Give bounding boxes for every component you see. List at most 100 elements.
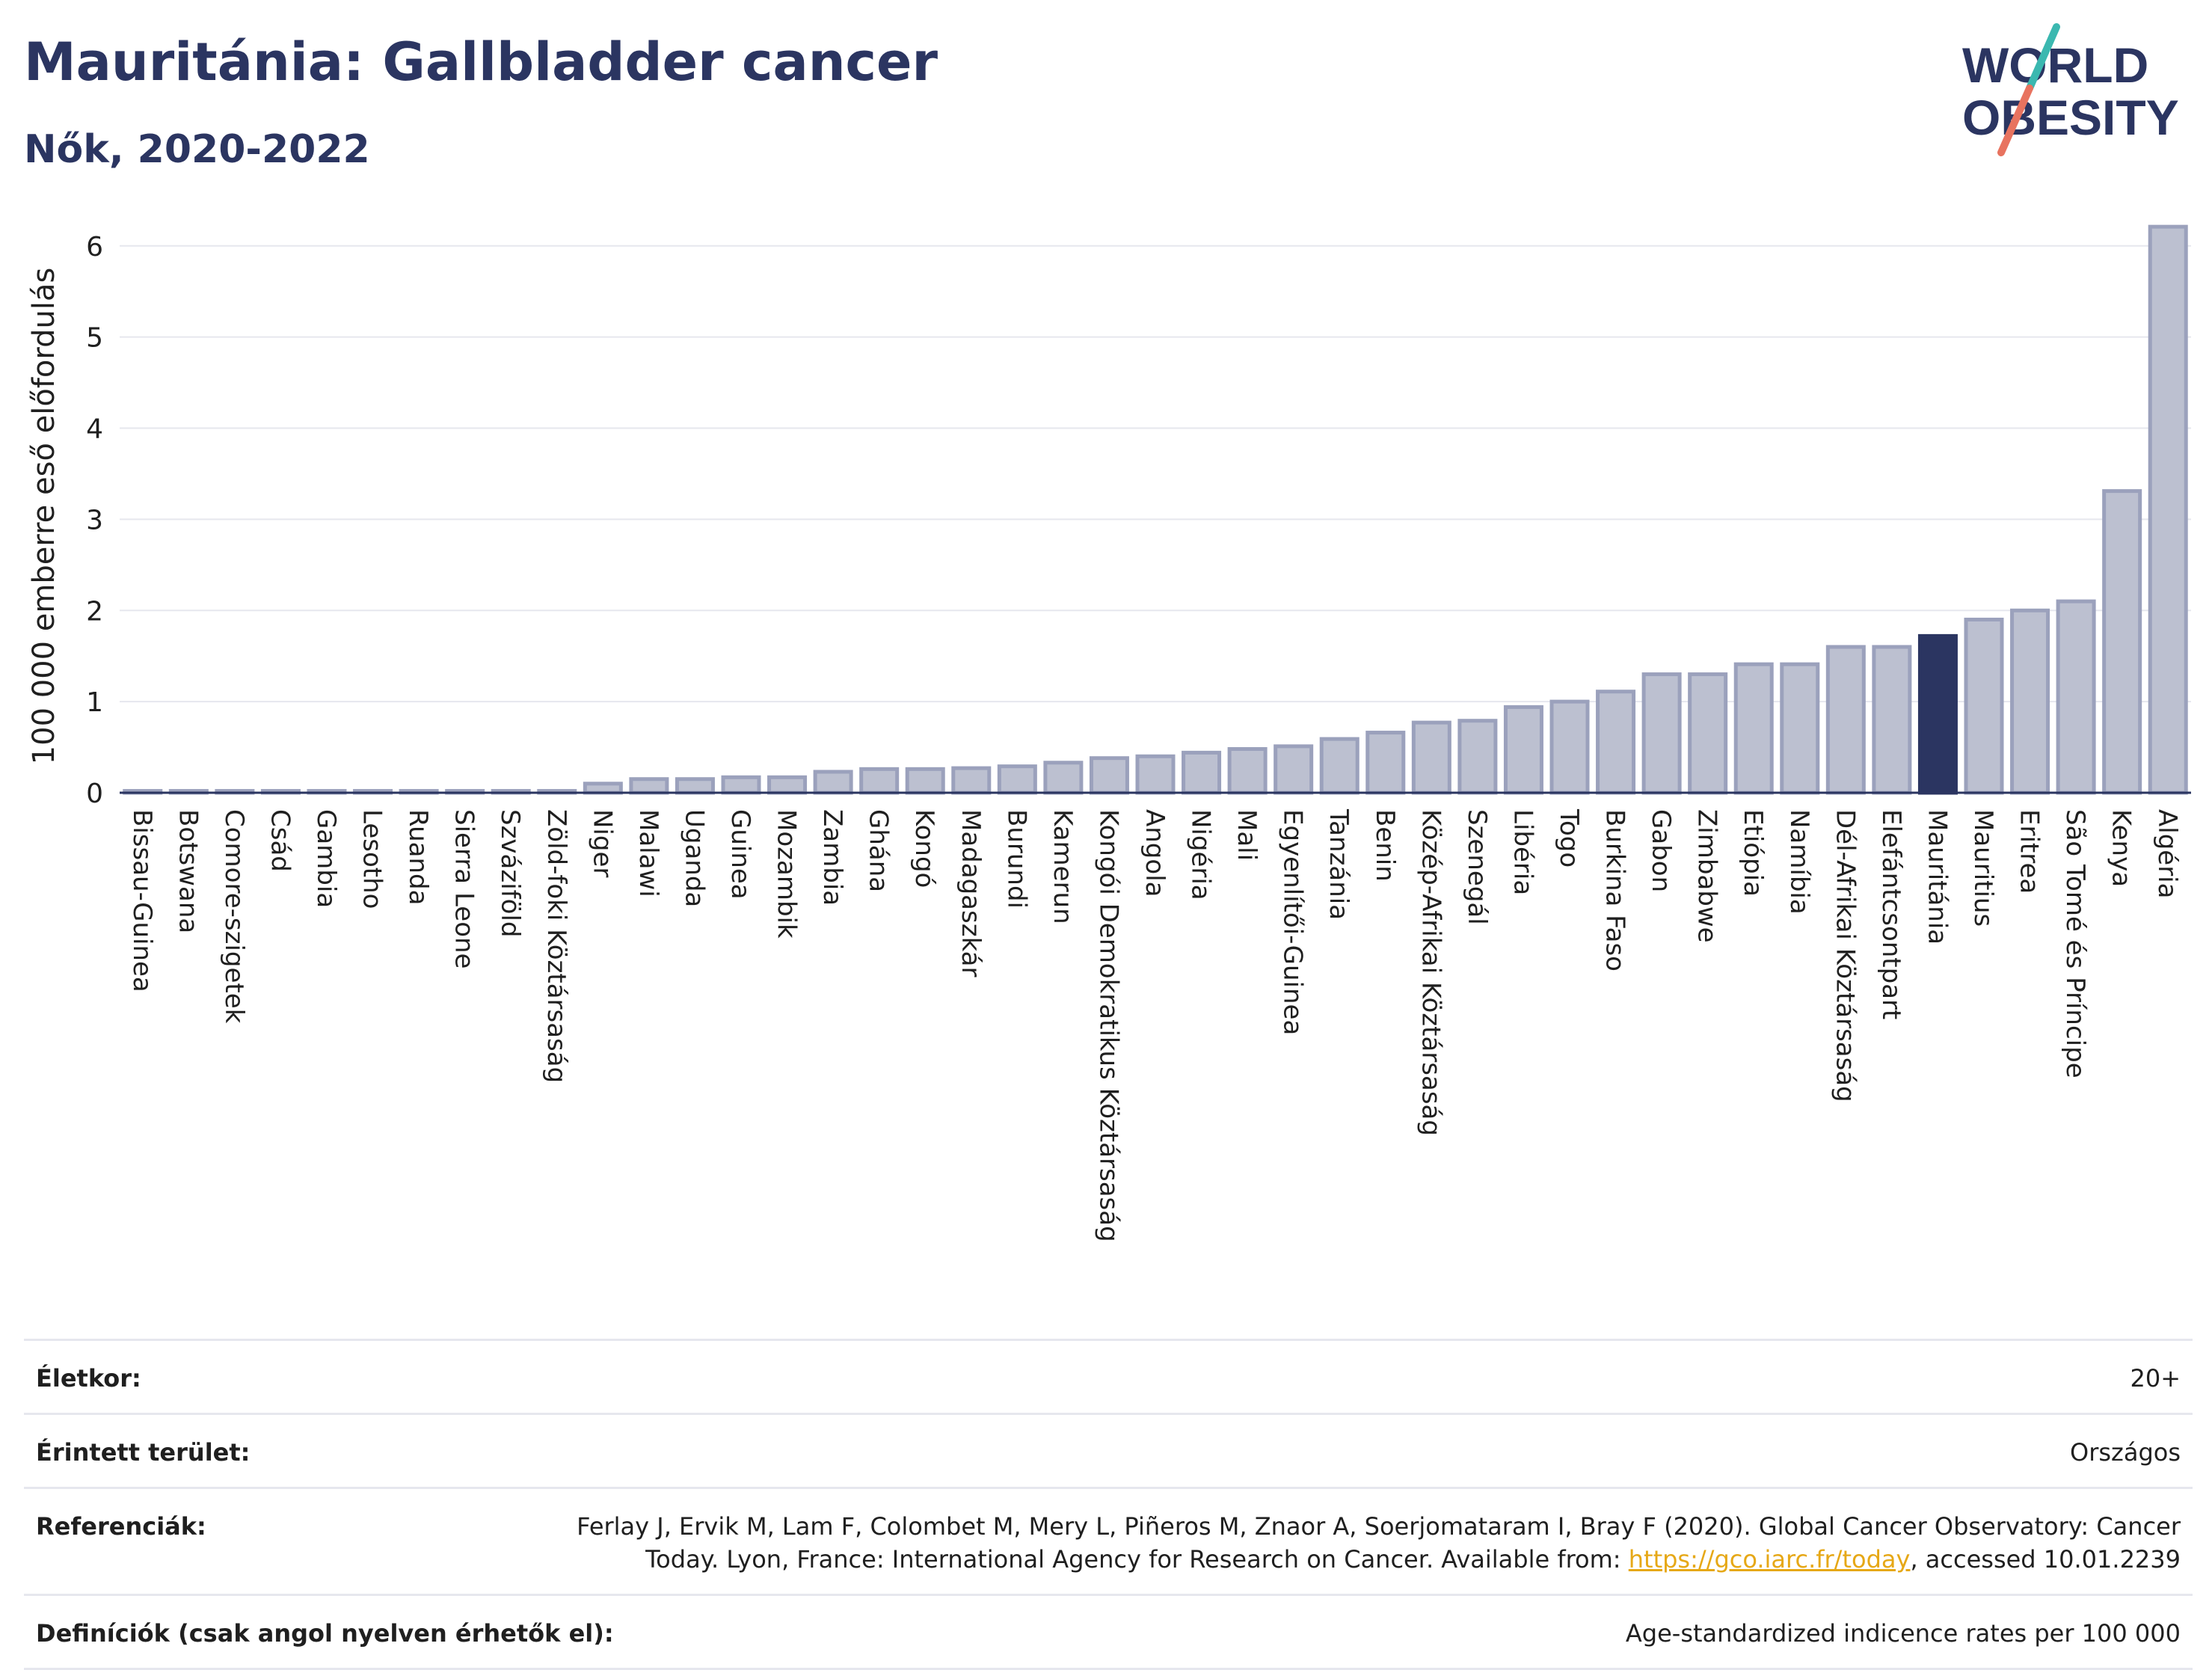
bar-benin: [1365, 731, 1406, 795]
bar-maurit-nia: [1917, 633, 1958, 795]
x-tick-label: Etiópia: [1738, 809, 1768, 897]
bar-eritrea: [2010, 608, 2050, 795]
x-tick-label: Kenya: [2107, 809, 2136, 887]
x-tick-label: Angola: [1140, 809, 1170, 897]
bar-zimbabwe: [1688, 672, 1728, 795]
x-tick-label: Benin: [1370, 809, 1400, 882]
bar-nig-ria: [1182, 750, 1222, 795]
meta-row-age: Életkor: 20+: [24, 1339, 2193, 1413]
meta-age-label: Életkor:: [36, 1364, 141, 1393]
meta-age-value: 20+: [2130, 1364, 2181, 1393]
bar-s-o-tom-s-pr-ncipe: [2056, 599, 2096, 795]
ref-text-line1: Ferlay J, Ervik M, Lam F, Colombet M, Me…: [577, 1512, 2181, 1541]
x-tick-label: Egyenlítői-Guinea: [1278, 809, 1308, 1035]
x-tick-label: Zimbabwe: [1692, 809, 1722, 943]
bar-zambia: [813, 770, 853, 795]
ref-text-line3: , accessed 10.01.2239: [1910, 1545, 2181, 1574]
x-tick-label: Madagaszkár: [956, 809, 986, 977]
bar-kong-: [905, 767, 945, 795]
bar-madagaszk-r: [951, 766, 992, 795]
x-tick-label: Libéria: [1508, 809, 1537, 895]
x-tick-label: Mali: [1232, 809, 1262, 861]
bar-mali: [1227, 747, 1268, 795]
bar-malawi: [629, 777, 669, 795]
bar-kamerun: [1043, 761, 1084, 795]
bar-tanz-nia: [1319, 737, 1360, 795]
y-axis-label: 100 000 emberre eső előfordulás: [27, 268, 61, 765]
ref-link[interactable]: https://gco.iarc.fr/today: [1628, 1545, 1911, 1574]
x-tick-label: Namíbia: [1784, 809, 1814, 915]
x-tick-label: Dél-Afrikai Köztársaság: [1830, 809, 1860, 1102]
world-obesity-logo: WORLD OBESITY: [1962, 23, 2179, 156]
x-tick-label: Tanzánia: [1324, 808, 1354, 920]
bar-kong-i-demokratikus-k-zt-rsas-g: [1089, 756, 1129, 795]
chart-gridlines: [120, 245, 2191, 703]
page-title: Mauritánia: Gallbladder cancer: [24, 31, 938, 93]
x-tick-label: Kongói Demokratikus Köztársaság: [1093, 809, 1123, 1242]
y-tick-label: 0: [86, 779, 103, 809]
bar-mauritius: [1964, 617, 2004, 795]
chart-bars: [123, 224, 2188, 795]
bar-chart: Bissau-Guinea Botswana Comore-szigetek Csád…: [27, 224, 2191, 1242]
meta-def-value: Age-standardized indicence rates per 100…: [1625, 1619, 2181, 1648]
logo-line2: OBESITY: [1962, 90, 2179, 145]
x-tick-label: Uganda: [679, 809, 709, 907]
meta-def-label: Definíciók (csak angol nyelven érhetők e…: [36, 1619, 614, 1648]
x-tick-label: Malawi: [633, 809, 663, 897]
meta-ref-label: Referenciák:: [36, 1512, 206, 1541]
logo-slash-top: [2026, 23, 2060, 92]
meta-row-references: Referenciák: Ferlay J, Ervik M, Lam F, C…: [24, 1487, 2193, 1594]
x-tick-label: Ruanda: [403, 809, 433, 905]
bar-togo: [1549, 699, 1590, 795]
bar-elef-ntcsontpart: [1872, 645, 1912, 795]
meta-area-value: Országos: [2070, 1438, 2181, 1467]
x-tick-label: Burkina Faso: [1600, 809, 1630, 971]
logo-line1: WORLD: [1962, 37, 2148, 93]
bar-eti-pia: [1733, 662, 1774, 795]
bar-mozambik: [767, 775, 808, 795]
logo-slash-bottom: [1997, 85, 2033, 156]
bar-kenya: [2102, 489, 2142, 795]
bar-d-l-afrikai-k-zt-rsas-g: [1825, 645, 1866, 795]
y-tick-label: 4: [86, 414, 103, 445]
x-tick-label: Comore-szigetek: [219, 809, 249, 1024]
x-tick-label: Lesotho: [357, 809, 387, 909]
x-tick-label: Csád: [265, 809, 295, 872]
ref-text-line2: Today. Lyon, France: International Agenc…: [645, 1545, 1629, 1574]
x-tick-label: Sierra Leone: [449, 809, 479, 968]
x-tick-label: Eritrea: [2015, 809, 2044, 894]
y-tick-label: 6: [86, 232, 103, 263]
x-tick-label: Bissau-Guinea: [127, 809, 157, 992]
meta-area-label: Érintett terület:: [36, 1438, 251, 1467]
chart-x-tick-labels: Bissau-Guinea Botswana Comore-szigetek Csád…: [127, 808, 2182, 1242]
bar-gh-na: [859, 767, 900, 795]
page-subtitle: Nők, 2020-2022: [24, 127, 370, 172]
bar-alg-ria: [2148, 224, 2188, 795]
x-tick-label: Kongó: [909, 809, 939, 888]
x-tick-label: Gabon: [1646, 809, 1676, 892]
x-tick-label: Közép-Afrikai Köztársaság: [1416, 809, 1446, 1136]
bar-szeneg-l: [1457, 719, 1498, 795]
bar-k-z-p-afrikai-k-zt-rsas-g: [1411, 720, 1451, 795]
bar-nam-bia: [1780, 662, 1820, 795]
x-tick-label: Botswana: [173, 809, 203, 933]
bar-lib-ria: [1503, 704, 1543, 795]
y-tick-label: 3: [86, 505, 103, 535]
x-tick-label: Kamerun: [1048, 809, 1078, 924]
x-tick-label: Mozambik: [772, 809, 802, 939]
bar-angola: [1135, 754, 1176, 795]
x-tick-label: Mauritánia: [1922, 809, 1952, 945]
x-tick-label: Zambia: [817, 809, 847, 906]
meta-ref-value: Ferlay J, Ervik M, Lam F, Colombet M, Me…: [577, 1510, 2181, 1576]
x-tick-label: Niger: [587, 809, 617, 877]
chart-y-tick-labels: 0 1 2 3 4 5 6: [86, 232, 103, 809]
y-tick-label: 1: [86, 687, 103, 718]
bar-guinea: [721, 775, 761, 795]
chart-metadata-table: Életkor: 20+ Érintett terület: Országos …: [24, 1339, 2193, 1670]
bar-uganda: [675, 777, 715, 795]
bar-burkina-faso: [1596, 690, 1636, 795]
bar-gabon: [1641, 672, 1682, 795]
bar-egyenl-t-i-guinea: [1274, 744, 1314, 795]
x-tick-label: Gambia: [311, 809, 341, 908]
x-tick-label: Burundi: [1001, 809, 1031, 909]
